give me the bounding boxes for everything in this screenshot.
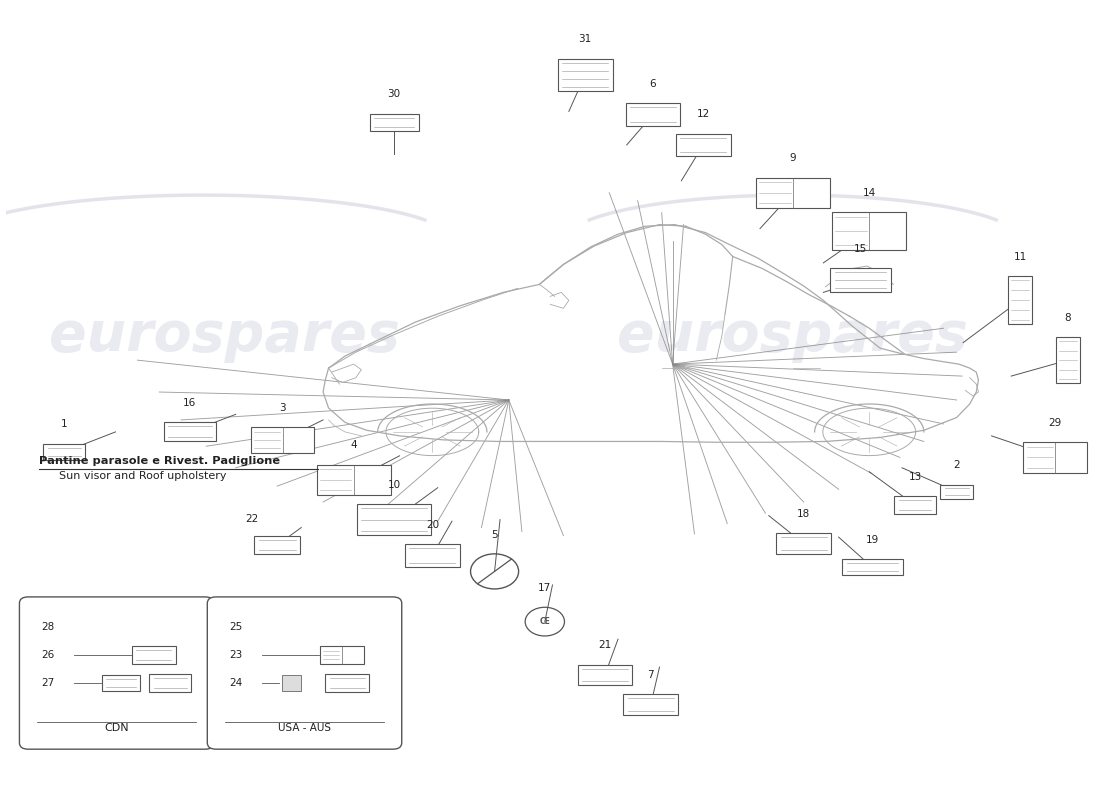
Text: 24: 24 bbox=[229, 678, 242, 688]
Text: CDN: CDN bbox=[104, 723, 129, 734]
Text: 27: 27 bbox=[42, 678, 55, 688]
Text: 18: 18 bbox=[798, 509, 811, 518]
FancyBboxPatch shape bbox=[756, 178, 829, 208]
Text: 7: 7 bbox=[648, 670, 654, 680]
FancyBboxPatch shape bbox=[282, 675, 301, 691]
FancyBboxPatch shape bbox=[675, 134, 730, 156]
FancyBboxPatch shape bbox=[843, 559, 902, 575]
FancyBboxPatch shape bbox=[102, 675, 140, 691]
Text: 4: 4 bbox=[351, 440, 358, 450]
FancyBboxPatch shape bbox=[626, 103, 680, 126]
FancyBboxPatch shape bbox=[558, 58, 613, 90]
Text: 11: 11 bbox=[1013, 252, 1026, 262]
FancyBboxPatch shape bbox=[251, 427, 315, 453]
Text: 6: 6 bbox=[650, 79, 657, 89]
FancyBboxPatch shape bbox=[830, 269, 891, 292]
FancyBboxPatch shape bbox=[326, 674, 368, 692]
Text: 30: 30 bbox=[387, 90, 400, 99]
FancyBboxPatch shape bbox=[1008, 277, 1032, 324]
Text: 26: 26 bbox=[42, 650, 55, 660]
Text: 20: 20 bbox=[426, 520, 439, 530]
Text: 23: 23 bbox=[229, 650, 242, 660]
Text: CE: CE bbox=[539, 617, 550, 626]
FancyBboxPatch shape bbox=[207, 597, 402, 749]
Text: 9: 9 bbox=[790, 154, 796, 163]
FancyBboxPatch shape bbox=[320, 646, 363, 664]
FancyBboxPatch shape bbox=[624, 694, 678, 715]
Text: 2: 2 bbox=[954, 460, 960, 470]
FancyBboxPatch shape bbox=[356, 505, 431, 534]
FancyBboxPatch shape bbox=[940, 485, 974, 499]
Text: Sun visor and Roof upholstery: Sun visor and Roof upholstery bbox=[58, 470, 227, 481]
FancyBboxPatch shape bbox=[1056, 337, 1080, 383]
Text: 14: 14 bbox=[862, 187, 876, 198]
FancyBboxPatch shape bbox=[150, 674, 191, 692]
Text: 29: 29 bbox=[1048, 418, 1062, 428]
Text: eurospares: eurospares bbox=[617, 310, 968, 363]
FancyBboxPatch shape bbox=[894, 497, 936, 514]
Text: 8: 8 bbox=[1065, 313, 1071, 322]
Text: 15: 15 bbox=[854, 244, 867, 254]
FancyBboxPatch shape bbox=[254, 536, 300, 554]
FancyBboxPatch shape bbox=[20, 597, 213, 749]
Text: 31: 31 bbox=[579, 34, 592, 45]
Text: 12: 12 bbox=[696, 110, 710, 119]
FancyBboxPatch shape bbox=[370, 114, 419, 131]
Text: 17: 17 bbox=[538, 583, 551, 593]
FancyBboxPatch shape bbox=[44, 444, 85, 460]
Text: 16: 16 bbox=[184, 398, 197, 408]
Text: 19: 19 bbox=[866, 535, 879, 545]
Text: 28: 28 bbox=[42, 622, 55, 632]
Text: 5: 5 bbox=[492, 530, 498, 539]
FancyBboxPatch shape bbox=[832, 212, 906, 250]
Text: 22: 22 bbox=[245, 514, 258, 524]
Text: Pantine parasole e Rivest. Padiglione: Pantine parasole e Rivest. Padiglione bbox=[40, 456, 280, 466]
Text: 10: 10 bbox=[387, 480, 400, 490]
Text: 3: 3 bbox=[279, 402, 286, 413]
FancyBboxPatch shape bbox=[578, 665, 632, 686]
Text: 21: 21 bbox=[598, 640, 612, 650]
Text: USA - AUS: USA - AUS bbox=[278, 723, 331, 734]
Text: 25: 25 bbox=[229, 622, 242, 632]
Text: 1: 1 bbox=[60, 419, 67, 430]
FancyBboxPatch shape bbox=[317, 465, 390, 495]
FancyBboxPatch shape bbox=[777, 533, 830, 554]
Text: 13: 13 bbox=[909, 472, 922, 482]
FancyBboxPatch shape bbox=[132, 646, 176, 664]
FancyBboxPatch shape bbox=[405, 544, 460, 566]
FancyBboxPatch shape bbox=[1023, 442, 1087, 473]
Text: eurospares: eurospares bbox=[50, 310, 400, 363]
FancyBboxPatch shape bbox=[164, 422, 216, 442]
